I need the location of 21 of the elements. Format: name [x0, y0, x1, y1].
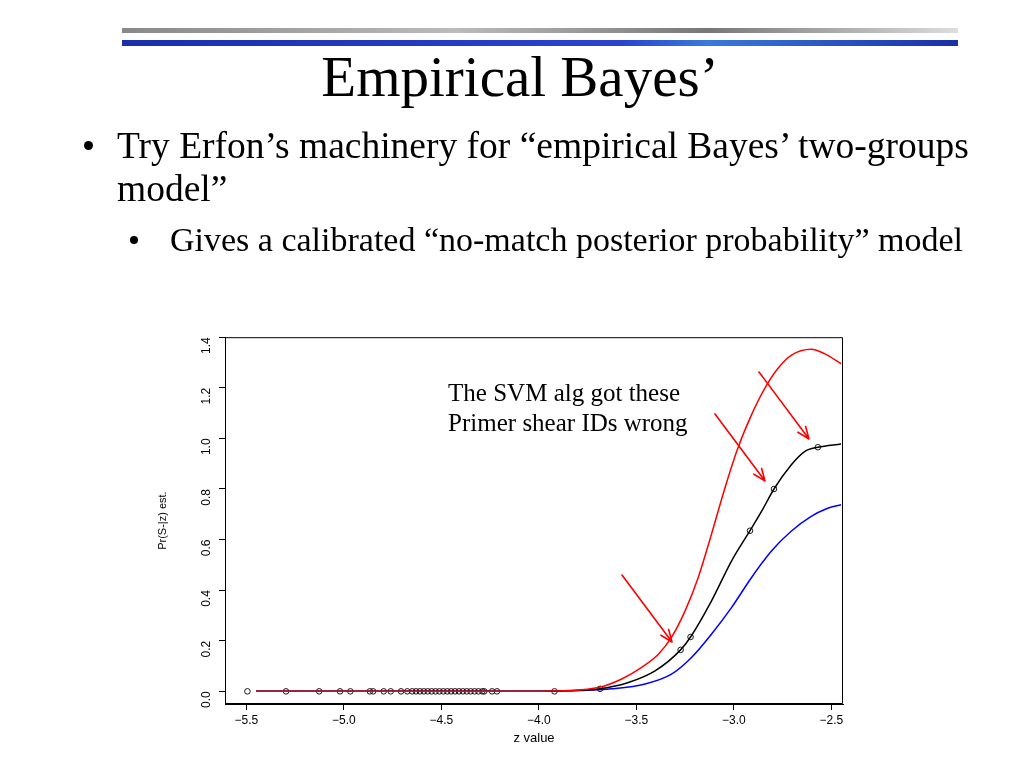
x-tick-label: −4.0 — [527, 712, 552, 727]
y-tick-label: 1.2 — [199, 387, 214, 405]
y-tick-label: 0.8 — [199, 488, 214, 506]
y-tick-label: 0.0 — [199, 691, 214, 709]
y-tick-label: 1.4 — [199, 336, 214, 354]
y-tick-label: 0.4 — [199, 589, 214, 607]
y-tick-label: 0.6 — [199, 539, 214, 557]
x-axis-title: z value — [513, 729, 555, 745]
x-tick-label: −5.5 — [234, 712, 259, 727]
x-tick-label: −4.5 — [429, 712, 454, 727]
x-tick-label: −3.0 — [721, 712, 746, 727]
y-tick-label: 0.2 — [199, 640, 214, 658]
annotation: The SVM alg got these Primer shear IDs wrong — [448, 379, 689, 437]
text: Gives a calibrated “no-match posterior probability” model — [170, 220, 965, 260]
x-tick-label: −5.0 — [332, 712, 357, 727]
y-tick-label: 1.0 — [199, 438, 214, 456]
x-tick-label: −2.5 — [819, 712, 844, 727]
x-tick-label: −3.5 — [624, 712, 649, 727]
chart-subtitle: Try Erfon’s machinery for “empirical Bayes’ two-groups model” — [117, 124, 970, 210]
chart-title: Empirical Bayes’ — [320, 44, 720, 110]
y-axis-title: Pr(S-|z) est. — [155, 491, 168, 550]
